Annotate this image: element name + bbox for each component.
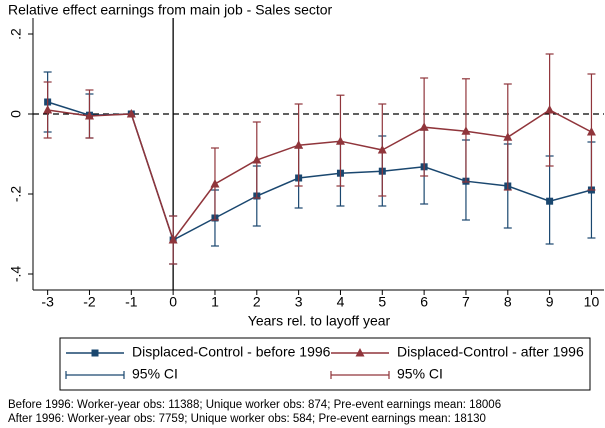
- legend-label: 95% CI: [397, 366, 443, 382]
- series-line: [47, 109, 592, 242]
- x-tick-label: -3: [41, 294, 54, 310]
- x-tick-label: 9: [546, 294, 554, 310]
- marker: [377, 145, 387, 154]
- x-axis-title: Years rel. to layoff year: [248, 313, 391, 329]
- x-tick-label: 6: [420, 294, 428, 310]
- y-tick-label: 0: [8, 110, 24, 118]
- x-tick-label: 5: [378, 294, 386, 310]
- x-tick-label: -1: [125, 294, 138, 310]
- x-tick-label: -2: [83, 294, 96, 310]
- legend-label: 95% CI: [132, 366, 178, 382]
- x-tick-label: 10: [584, 294, 600, 310]
- y-tick-label: -.4: [8, 266, 24, 283]
- x-tick-label: 8: [504, 294, 512, 310]
- x-tick-label: 1: [211, 294, 219, 310]
- x-tick-label: 7: [462, 294, 470, 310]
- legend-label: Displaced-Control - after 1996: [397, 344, 584, 360]
- marker: [84, 111, 94, 120]
- note: Before 1996: Worker-year obs: 11388; Uni…: [8, 399, 501, 411]
- marker: [43, 105, 53, 114]
- x-tick-label: 4: [337, 294, 345, 310]
- marker: [503, 132, 513, 141]
- marker: [168, 235, 178, 244]
- marker: [294, 140, 304, 149]
- marker: [461, 126, 471, 135]
- marker: [546, 197, 554, 205]
- y-tick-label: -.2: [8, 186, 24, 203]
- marker: [545, 105, 555, 114]
- marker: [91, 349, 99, 357]
- marker: [586, 127, 596, 136]
- marker: [210, 179, 220, 188]
- x-tick-label: 3: [295, 294, 303, 310]
- marker: [335, 136, 345, 145]
- y-tick-label: .2: [8, 28, 24, 40]
- marker: [419, 122, 429, 131]
- chart-title: Relative effect earnings from main job -…: [8, 2, 333, 18]
- marker: [252, 155, 262, 164]
- x-tick-label: 2: [253, 294, 261, 310]
- x-tick-label: 0: [169, 294, 177, 310]
- legend-label: Displaced-Control - before 1996: [132, 344, 331, 360]
- marker: [126, 109, 136, 118]
- legend-box: [59, 337, 591, 391]
- series-line: [47, 101, 592, 242]
- note: After 1996: Worker-year obs: 7759; Uniqu…: [8, 413, 486, 425]
- marker: [355, 348, 365, 357]
